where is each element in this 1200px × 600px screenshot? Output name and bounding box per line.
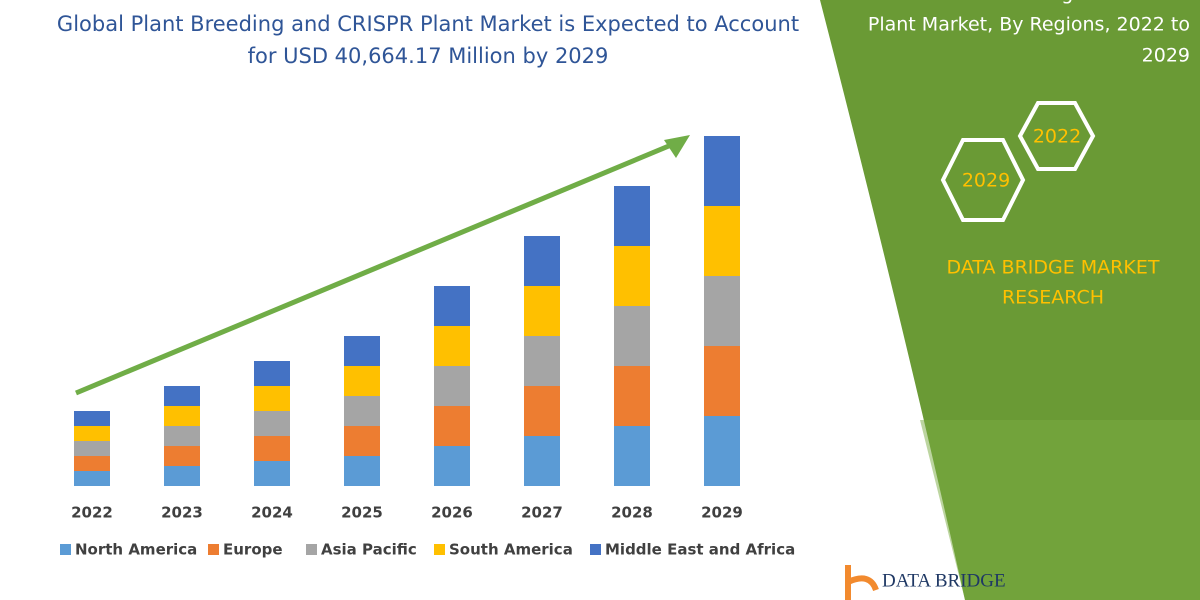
bar-segment bbox=[74, 426, 110, 441]
legend-swatch bbox=[306, 544, 317, 555]
panel-shade bbox=[895, 420, 1200, 600]
bar-segment bbox=[254, 361, 290, 386]
panel-title: Plant Market, By Regions, 2022 to bbox=[868, 14, 1190, 36]
bar-segment bbox=[704, 346, 740, 416]
bar-segment bbox=[704, 206, 740, 276]
trend-arrow bbox=[75, 140, 677, 396]
legend-swatch bbox=[208, 544, 219, 555]
bar-segment bbox=[614, 246, 650, 306]
legend-label: Asia Pacific bbox=[321, 541, 417, 559]
bar-segment bbox=[164, 446, 200, 466]
hexagon bbox=[1017, 101, 1096, 171]
bar-segment bbox=[74, 456, 110, 471]
arrow-head bbox=[664, 135, 690, 158]
bar-segment bbox=[344, 456, 380, 486]
brand-name: RESEARCH bbox=[1002, 287, 1104, 309]
bar-segment bbox=[74, 411, 110, 426]
bar-segment bbox=[614, 306, 650, 366]
bar-segment bbox=[74, 441, 110, 456]
hexagon bbox=[940, 138, 1026, 222]
legend-swatch bbox=[434, 544, 445, 555]
legend-swatch bbox=[60, 544, 71, 555]
bar-segment bbox=[614, 426, 650, 486]
bar-segment bbox=[434, 326, 470, 366]
bar-segment bbox=[164, 426, 200, 446]
legend-label: North America bbox=[75, 541, 197, 559]
bar-segment bbox=[254, 461, 290, 486]
bar-segment bbox=[434, 366, 470, 406]
x-tick-label: 2023 bbox=[161, 504, 203, 522]
bar-segment bbox=[524, 386, 560, 436]
bar-segment bbox=[344, 396, 380, 426]
bar-segment bbox=[614, 186, 650, 246]
bar-segment bbox=[524, 436, 560, 486]
x-tick-label: 2029 bbox=[701, 504, 743, 522]
bar-segment bbox=[164, 386, 200, 406]
bar-segment bbox=[614, 366, 650, 426]
bar-segment bbox=[344, 336, 380, 366]
chart-title: for USD 40,664.17 Million by 2029 bbox=[248, 44, 609, 68]
hexagon-label: 2022 bbox=[1033, 126, 1081, 148]
bar-segment bbox=[344, 366, 380, 396]
panel-title: 2029 bbox=[1142, 45, 1190, 67]
x-tick-label: 2024 bbox=[251, 504, 293, 522]
bar-segment bbox=[74, 471, 110, 486]
bar-segment bbox=[434, 406, 470, 446]
bar-segment bbox=[164, 466, 200, 486]
chart-title: Global Plant Breeding and CRISPR Plant M… bbox=[57, 12, 799, 36]
bar-segment bbox=[434, 286, 470, 326]
bar-segment bbox=[254, 411, 290, 436]
bar-segment bbox=[254, 386, 290, 411]
hexagon-label: 2029 bbox=[962, 170, 1010, 192]
bar-segment bbox=[524, 286, 560, 336]
legend-label: Middle East and Africa bbox=[605, 541, 795, 559]
panel-title: Global Plant Breeding and CRISPR bbox=[868, 0, 1190, 5]
x-tick-label: 2025 bbox=[341, 504, 383, 522]
bar-segment bbox=[254, 436, 290, 461]
legend-label: Europe bbox=[223, 541, 283, 559]
brand-name: DATA BRIDGE MARKET bbox=[947, 257, 1160, 279]
legend-label: South America bbox=[449, 541, 573, 559]
bar-segment bbox=[704, 416, 740, 486]
logo-icon bbox=[845, 565, 879, 600]
bar-segment bbox=[164, 406, 200, 426]
bar-segment bbox=[344, 426, 380, 456]
legend-swatch bbox=[590, 544, 601, 555]
bar-segment bbox=[524, 236, 560, 286]
x-tick-label: 2026 bbox=[431, 504, 473, 522]
bar-segment bbox=[704, 136, 740, 206]
bar-segment bbox=[524, 336, 560, 386]
x-tick-label: 2022 bbox=[71, 504, 113, 522]
logo-text: DATA BRIDGE bbox=[882, 570, 1006, 591]
bar-segment bbox=[434, 446, 470, 486]
x-tick-label: 2028 bbox=[611, 504, 653, 522]
x-tick-label: 2027 bbox=[521, 504, 563, 522]
bar-segment bbox=[704, 276, 740, 346]
